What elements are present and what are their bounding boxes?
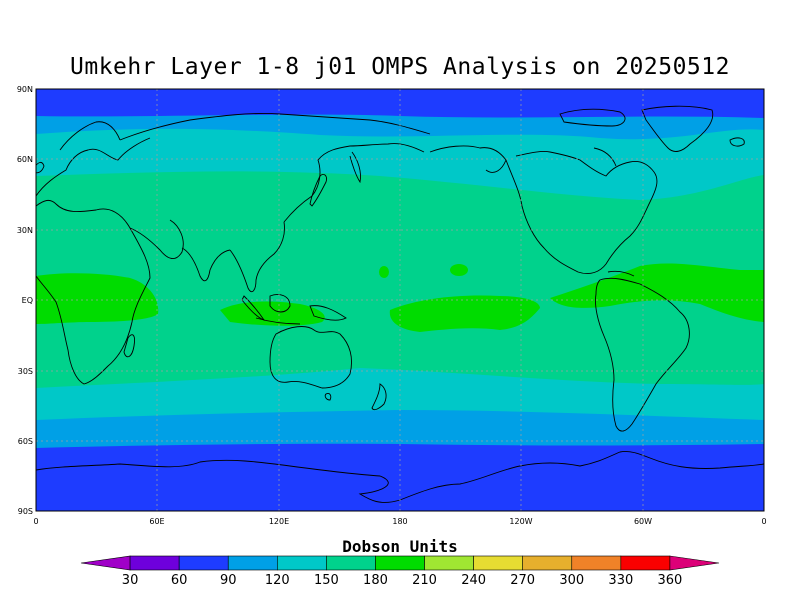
coast-india [181, 247, 231, 282]
colorbar-tick-label: 270 [510, 573, 535, 588]
colorbar-tick-label: 150 [314, 573, 339, 588]
colorbar-swatch-2 [178, 555, 229, 571]
colorbar-swatch-5 [326, 555, 376, 571]
colorbar-swatch-3 [227, 555, 278, 571]
coast-east-asia [283, 143, 425, 223]
coast-madagascar [123, 334, 135, 358]
colorbar-tick-label: 180 [363, 573, 388, 588]
lat-label-30n: 30N [17, 226, 33, 235]
coast-japan [309, 173, 327, 207]
lon-label-60e: 60E [149, 517, 164, 526]
colorbar-tick-label: 360 [658, 573, 683, 588]
max-africa-atlantic [36, 273, 159, 324]
coast-south-america [595, 277, 690, 432]
max-blob-2 [450, 264, 468, 276]
lon-label-180: 180 [392, 517, 407, 526]
colorbar-tick-label: 300 [559, 573, 584, 588]
lon-label-0-west: 0 [33, 517, 38, 526]
lat-label-60s: 60S [18, 437, 33, 446]
coast-java [255, 317, 301, 325]
lon-label-120e: 120E [269, 517, 289, 526]
lon-label-60w: 60W [634, 517, 652, 526]
colorbar-tick-label: 240 [461, 573, 486, 588]
colorbar: 30 60 90 120 150 180 210 240 270 300 330 360 [80, 555, 720, 588]
coast-greenland [641, 105, 714, 152]
colorbar-swatch-10 [571, 555, 622, 571]
lat-label-90n: 90N [17, 85, 33, 94]
coast-hudson-bay [593, 147, 617, 167]
lat-label-30s: 30S [18, 367, 33, 376]
coast-africa [36, 199, 151, 385]
coast-arctic-asia [119, 113, 431, 141]
colorbar-swatch-8 [473, 555, 523, 571]
coast-caribbean [607, 270, 635, 277]
colorbar-tick-label: 330 [608, 573, 633, 588]
grid-lines [36, 89, 764, 511]
coast-new-zealand [371, 383, 387, 411]
lon-label-120w: 120W [509, 517, 532, 526]
coast-canadian-arctic [559, 108, 626, 127]
colorbar-tick-label: 210 [412, 573, 437, 588]
lon-label-0-east: 0 [761, 517, 766, 526]
colorbar-tick-label: 120 [265, 573, 290, 588]
lon-axis: 0 60E 120E 180 120W 60W 0 [33, 517, 766, 526]
coast-tasmania [324, 393, 332, 401]
colorbar-swatch-11 [620, 555, 671, 571]
colorbar-tick-label: 90 [220, 573, 237, 588]
lat-axis: 90N 60N 30N EQ 30S 60S 90S [17, 85, 33, 516]
map-frame [35, 88, 765, 512]
coast-scandinavia [59, 121, 121, 151]
coast-europe [36, 137, 151, 197]
max-blob-1 [379, 266, 389, 278]
colorbar-swatch-7 [424, 555, 474, 571]
colorbar-swatch-0 [80, 555, 131, 571]
colorbar-swatch-4 [277, 555, 327, 571]
coast-arabia [129, 219, 184, 259]
coast-north-america [505, 151, 658, 275]
coast-new-guinea [309, 305, 347, 321]
colorbar-tick-label: 60 [171, 573, 188, 588]
lat-label-90s: 90S [18, 507, 33, 516]
max-south-america [550, 263, 764, 322]
colorbar-title: Dobson Units [342, 537, 458, 556]
contour-field [36, 89, 764, 511]
colorbar-swatch-1 [129, 555, 180, 571]
lat-label-60n: 60N [17, 155, 33, 164]
colorbar-swatch-6 [375, 555, 425, 571]
coast-iceland [729, 137, 745, 147]
coastlines [36, 105, 764, 503]
lat-label-eq: EQ [22, 296, 33, 305]
max-indonesia [220, 301, 325, 326]
colorbar-tick-label: 30 [122, 573, 139, 588]
max-central-pacific [389, 295, 540, 332]
coast-alaska [429, 145, 507, 173]
coast-antarctica [36, 451, 764, 503]
coast-australia [269, 326, 352, 389]
colorbar-swatch-9 [522, 555, 573, 571]
colorbar-swatch-12 [669, 555, 720, 571]
coast-kamchatka [349, 151, 361, 184]
coast-se-asia [229, 221, 285, 293]
map-title: Umkehr Layer 1-8 j01 OMPS Analysis on 20… [70, 54, 730, 80]
